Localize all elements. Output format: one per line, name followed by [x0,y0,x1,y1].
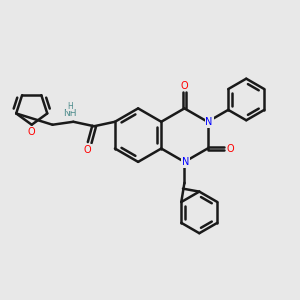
Text: NH: NH [63,109,76,118]
Text: O: O [83,145,91,155]
Text: N: N [206,117,213,127]
Text: O: O [227,143,234,154]
Text: O: O [28,127,35,137]
Text: O: O [181,80,188,91]
Text: H: H [67,102,73,111]
Text: N: N [182,157,190,167]
